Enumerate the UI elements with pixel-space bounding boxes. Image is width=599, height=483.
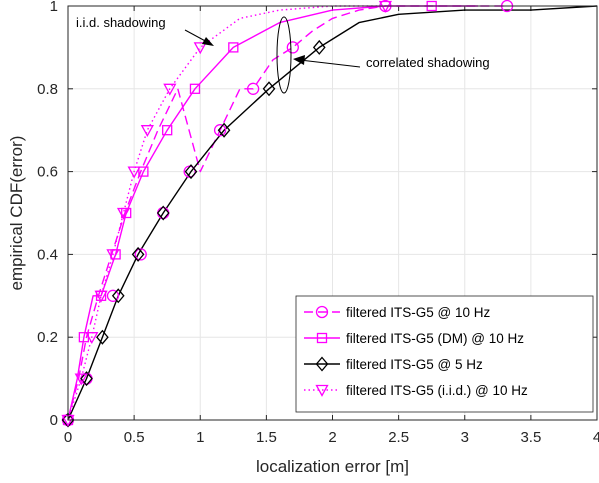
- series-1-point: [246, 82, 260, 95]
- legend-label-2: filtered ITS-G5 (DM) @ 10 Hz: [346, 331, 524, 346]
- y-tick-label: 0: [50, 412, 58, 429]
- plot-frame: [67, 5, 598, 421]
- legend-marker-4: [315, 384, 329, 397]
- series-4-point: [140, 125, 154, 138]
- annotation-correlated-arrowhead: [293, 55, 305, 65]
- x-tick-label: 2: [328, 429, 336, 446]
- annotation-iid-arrowhead: [202, 37, 214, 46]
- legend: filtered ITS-G5 @ 10 Hz filtered ITS-G5 (…: [295, 295, 594, 413]
- series-line-2: [67, 5, 478, 421]
- series-3-point: [80, 371, 93, 387]
- series-3-point: [111, 288, 125, 304]
- legend-marker-2: [316, 332, 328, 344]
- series-4-point: [85, 332, 99, 345]
- y-axis-label: empirical CDF(error): [7, 136, 26, 291]
- series-3-point: [131, 246, 145, 262]
- legend-entries: filtered ITS-G5 @ 10 Hz filtered ITS-G5 (…: [304, 305, 528, 398]
- series-4-point: [193, 42, 207, 55]
- x-tick-label: 2.5: [388, 429, 409, 446]
- series-line-1: [67, 5, 505, 421]
- x-axis-label: localization error [m]: [256, 457, 409, 476]
- series-4-point: [74, 373, 88, 386]
- series-3-point: [184, 164, 198, 180]
- annotation-correlated-text: correlated shadowing: [366, 55, 490, 70]
- x-tick-label: 3.5: [520, 429, 541, 446]
- annotation-correlated-arrow: [299, 59, 361, 68]
- series-3-point: [312, 39, 326, 55]
- x-tick-label: 0.5: [124, 429, 145, 446]
- legend-label-1: filtered ITS-G5 @ 10 Hz: [346, 305, 490, 320]
- series-2-point: [162, 125, 173, 136]
- series-4-point: [163, 83, 177, 96]
- series-4-point: [94, 290, 108, 303]
- series-3-point: [217, 122, 231, 138]
- series-line-3: [67, 5, 598, 421]
- legend-box: [295, 295, 594, 413]
- series-1-point: [213, 124, 227, 137]
- series-2-point: [138, 166, 149, 177]
- y-tick-label: 0.6: [37, 164, 58, 181]
- legend-marker-1: [315, 305, 329, 319]
- series-line-4: [67, 5, 386, 421]
- y-tick-label: 0.4: [37, 246, 58, 263]
- y-tick-label: 0.2: [37, 329, 58, 346]
- x-tick-label: 3: [461, 429, 469, 446]
- series-1-point: [134, 248, 147, 261]
- series-3-point: [156, 205, 170, 221]
- x-tick-label: 1: [196, 429, 204, 446]
- annotation-iid-text: i.i.d. shadowing: [76, 15, 166, 30]
- axis-ticks: 0 0.5 1 1.5 2 2.5 3 3.5 4 0 0.2 0.4 0.6 0.8 1: [37, 0, 599, 446]
- series-1-point: [106, 289, 120, 302]
- y-tick-label: 1: [50, 0, 58, 15]
- y-tick-label: 0.8: [37, 81, 58, 98]
- series-2-point: [189, 83, 201, 94]
- series-3-point: [262, 81, 276, 97]
- legend-label-3: filtered ITS-G5 @ 5 Hz: [346, 357, 483, 372]
- series-2-point: [228, 42, 239, 53]
- x-tick-label: 0: [64, 429, 72, 446]
- series-1-point: [286, 41, 299, 54]
- series-3-point: [96, 329, 109, 345]
- series-4-point: [127, 166, 141, 179]
- legend-label-4: filtered ITS-G5 (i.i.d.) @ 10 Hz: [346, 383, 528, 398]
- annotation-iid: i.i.d. shadowing: [76, 15, 214, 46]
- annotation-correlated: correlated shadowing: [276, 16, 490, 94]
- series-markers: [61, 0, 514, 428]
- grid: [67, 5, 598, 421]
- annotation-ellipse: [276, 16, 292, 94]
- legend-marker-3: [315, 356, 329, 372]
- x-tick-label: 4: [593, 429, 599, 446]
- x-tick-label: 1.5: [256, 429, 277, 446]
- series-4-point: [106, 249, 120, 262]
- series-lines: [67, 5, 598, 421]
- series-4-point: [116, 207, 131, 220]
